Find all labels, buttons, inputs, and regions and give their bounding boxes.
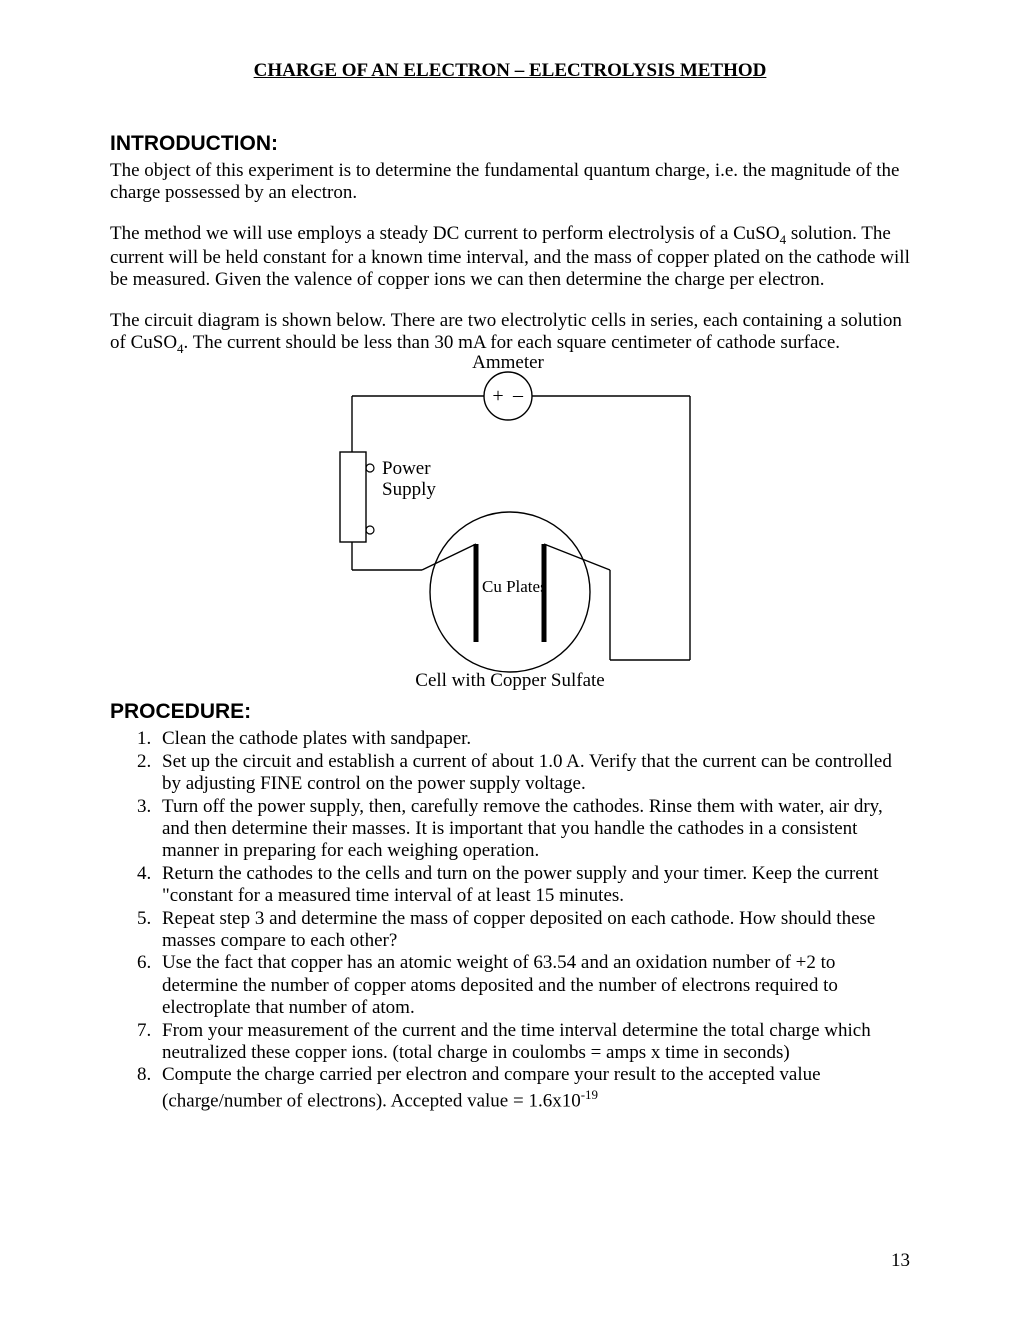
procedure-item: Return the cathodes to the cells and tur… (156, 863, 910, 908)
page: CHARGE OF AN ELECTRON – ELECTROLYSIS MET… (0, 0, 1020, 1320)
power-supply-label-2: Supply (382, 479, 436, 500)
procedure-item: Clean the cathode plates with sandpaper. (156, 728, 910, 750)
procedure-item: Turn off the power supply, then, careful… (156, 796, 910, 863)
cu-plates-label: Cu Plates (482, 577, 547, 596)
page-number: 13 (891, 1250, 910, 1272)
intro-p3-text-b: . The current should be less than 30 mA … (184, 332, 840, 353)
circuit-diagram-container: Ammeter + – Power Supply (110, 352, 910, 692)
circuit-diagram: Ammeter + – Power Supply (290, 352, 730, 692)
ps-terminal-top (366, 464, 374, 472)
intro-paragraph-1: The object of this experiment is to dete… (110, 160, 910, 205)
power-supply-label-1: Power (382, 458, 431, 479)
document-title: CHARGE OF AN ELECTRON – ELECTROLYSIS MET… (110, 60, 910, 82)
procedure-item: Compute the charge carried per electron … (156, 1064, 910, 1112)
procedure-item8-sup: -19 (581, 1087, 598, 1102)
intro-paragraph-2: The method we will use employs a steady … (110, 223, 910, 292)
procedure-list: Clean the cathode plates with sandpaper.… (110, 728, 910, 1112)
procedure-item: Use the fact that copper has an atomic w… (156, 952, 910, 1019)
introduction-heading: INTRODUCTION: (110, 132, 910, 156)
power-supply-box (340, 452, 366, 542)
cell-caption: Cell with Copper Sulfate (415, 670, 604, 691)
ammeter-circle (484, 372, 532, 420)
wire-to-left-plate (422, 544, 476, 570)
procedure-item: From your measurement of the current and… (156, 1020, 910, 1065)
procedure-item: Repeat step 3 and determine the mass of … (156, 908, 910, 953)
procedure-heading: PROCEDURE: (110, 700, 910, 724)
ammeter-plus: + (492, 385, 503, 407)
intro-p2-text-a: The method we will use employs a steady … (110, 223, 780, 244)
ammeter-label: Ammeter (472, 352, 544, 373)
procedure-item8-text: Compute the charge carried per electron … (162, 1064, 821, 1111)
procedure-item: Set up the circuit and establish a curre… (156, 751, 910, 796)
ps-terminal-bottom (366, 526, 374, 534)
intro-paragraph-3: The circuit diagram is shown below. Ther… (110, 310, 910, 357)
ammeter-minus: – (512, 384, 524, 406)
